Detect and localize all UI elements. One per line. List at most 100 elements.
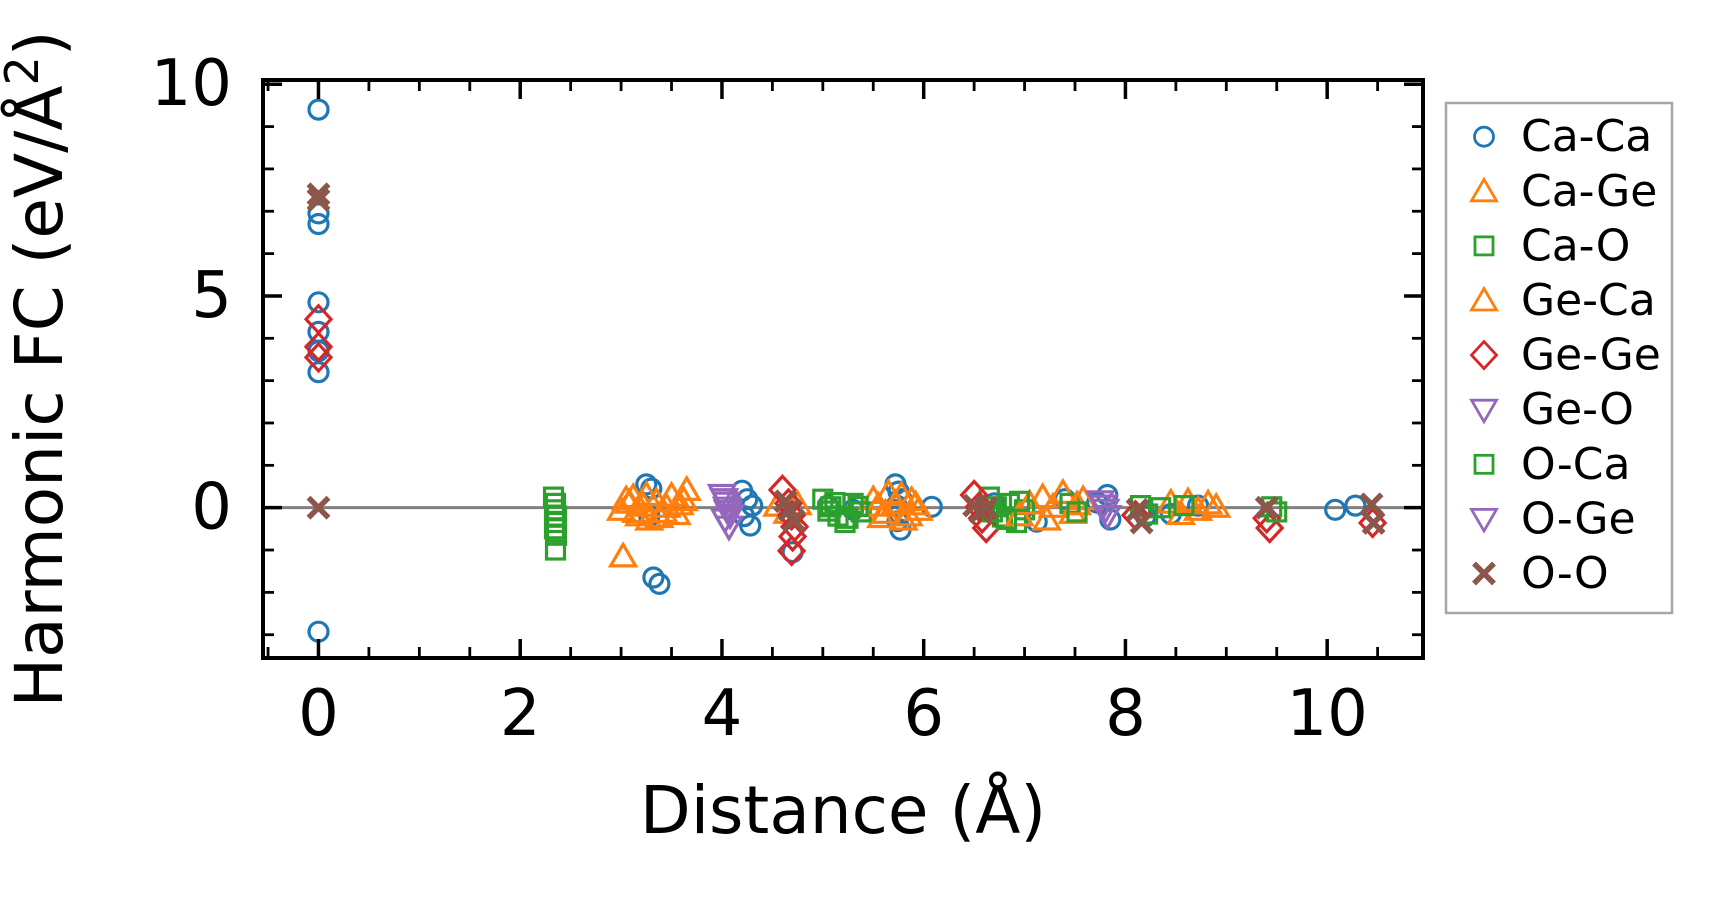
data-point: [303, 330, 334, 363]
data-point: [1092, 504, 1123, 532]
data-point: [1047, 477, 1079, 504]
data-point: [631, 479, 662, 507]
data-point: [1027, 481, 1058, 509]
data-point: [306, 495, 331, 520]
axes-frame: [261, 78, 1425, 660]
legend-label: O-O: [1521, 548, 1609, 599]
data-point: [634, 504, 665, 531]
data-point: [1031, 504, 1063, 531]
legend-entry: Ge-Ge: [1469, 330, 1661, 381]
data-point: [1254, 495, 1279, 520]
data-point: [781, 508, 806, 533]
legend-label: Ca-Ge: [1521, 166, 1657, 217]
data-point: [1469, 176, 1499, 203]
y-tick-label: 0: [191, 471, 232, 545]
legend-label: O-Ca: [1521, 439, 1630, 490]
data-point: [307, 212, 330, 236]
data-point: [974, 495, 999, 520]
data-point: [1469, 398, 1499, 425]
legend-entry: Ge-Ca: [1469, 275, 1656, 326]
data-point: [847, 495, 869, 517]
data-point: [739, 514, 762, 537]
x-axis-label: Distance (Å): [640, 772, 1046, 849]
data-point: [1472, 561, 1496, 586]
data-point: [777, 520, 808, 553]
data-point: [661, 498, 692, 526]
data-point: [307, 361, 330, 384]
data-point: [1469, 285, 1499, 312]
data-point: [1014, 488, 1045, 515]
data-point: [1469, 339, 1499, 371]
data-point: [900, 489, 931, 516]
x-tick-label: 0: [298, 677, 339, 751]
data-point: [1359, 492, 1384, 517]
legend-entry: O-O: [1472, 548, 1609, 599]
data-point: [620, 496, 652, 523]
data-point: [543, 518, 566, 540]
series-o-ca: [817, 490, 1288, 531]
data-point: [307, 291, 330, 314]
data-point: [1067, 484, 1099, 511]
legend-label: Ge-Ge: [1521, 330, 1661, 381]
x-tick-label: 6: [903, 677, 944, 751]
legend-label: Ca-O: [1521, 220, 1630, 271]
data-point: [306, 187, 331, 212]
data-point: [545, 524, 568, 546]
data-point: [870, 497, 901, 524]
series-o-ge: [708, 488, 1123, 532]
legend-entry: Ca-O: [1473, 220, 1630, 271]
x-tick-label: 4: [702, 677, 743, 751]
series-o-o: [306, 182, 1386, 535]
data-point: [648, 572, 671, 596]
legend-entry: O-Ca: [1473, 439, 1630, 490]
data-point: [1473, 125, 1495, 148]
data-point: [1255, 512, 1285, 544]
data-point: [1150, 497, 1172, 519]
y-tick-label: 10: [151, 47, 232, 121]
data-point: [1173, 495, 1195, 517]
x-tick-label: 10: [1286, 677, 1367, 751]
data-point: [1324, 498, 1347, 521]
data-point: [1361, 510, 1386, 535]
data-points-layer: [303, 98, 1388, 643]
data-point: [544, 539, 567, 561]
legend-label: Ca-Ca: [1521, 111, 1652, 162]
data-point: [307, 202, 330, 225]
data-point: [995, 508, 1018, 531]
tick-labels: 0 2 4 6 8 10 0 5 10: [151, 47, 1368, 751]
data-point: [824, 492, 846, 514]
data-point: [1469, 508, 1499, 534]
data-point: [1066, 501, 1088, 523]
legend-label: O-Ge: [1521, 493, 1636, 544]
data-point: [635, 473, 658, 496]
legend-label: Ge-O: [1521, 384, 1634, 435]
legend-entry: Ca-Ge: [1469, 166, 1657, 217]
y-axis-label: Harmonic FC (eV/Å2): [0, 30, 78, 707]
data-point: [971, 512, 1001, 544]
series-ca-ca: [307, 98, 1367, 643]
data-point: [1473, 235, 1495, 257]
y-tick-label: 5: [191, 259, 232, 333]
data-point: [544, 511, 567, 534]
data-point: [306, 182, 331, 207]
plot-border: [261, 78, 1425, 660]
data-point: [1192, 488, 1224, 515]
data-point: [642, 566, 665, 589]
data-point: [303, 341, 334, 374]
data-point: [708, 488, 740, 515]
data-point: [714, 504, 746, 531]
data-point: [886, 479, 917, 507]
data-point: [671, 474, 702, 501]
x-tick-label: 8: [1105, 677, 1146, 751]
data-point: [607, 541, 639, 568]
data-point: [1473, 453, 1495, 475]
legend-entry: O-Ge: [1469, 493, 1636, 544]
data-point: [307, 620, 330, 643]
data-point: [307, 98, 330, 121]
legend-entry: Ca-Ca: [1473, 111, 1652, 162]
x-tick-label: 2: [500, 677, 541, 751]
data-point: [776, 535, 807, 567]
